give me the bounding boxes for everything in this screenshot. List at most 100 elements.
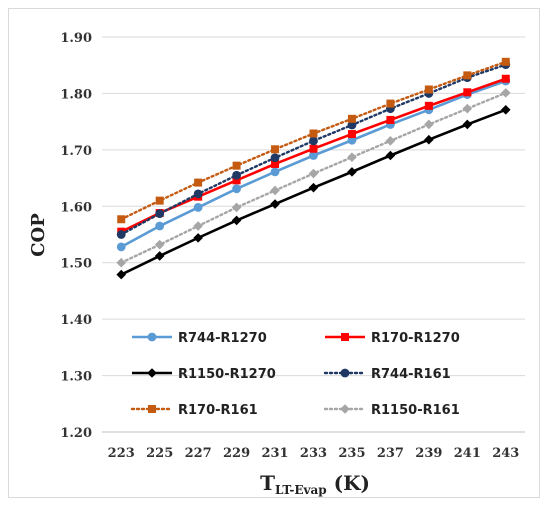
legend-label: R1150-R1270 [178, 367, 276, 382]
x-axis-title: TLT-Evap (K) [260, 471, 370, 497]
series-lines [116, 57, 511, 280]
chart-frame [8, 8, 540, 498]
data-point [308, 182, 319, 193]
series-r170-r161 [117, 57, 510, 224]
x-tick-labels: 223 225 227 229 231 233 235 237 239 241 243 [108, 446, 520, 461]
data-point [462, 103, 473, 114]
data-point [193, 203, 203, 212]
data-point [194, 178, 203, 187]
data-point [308, 168, 319, 179]
y-tick-label: 1.30 [60, 370, 92, 385]
data-point [309, 151, 318, 160]
legend-item: R744-R1270 [132, 331, 267, 346]
data-point [117, 215, 126, 224]
y-tick-label: 1.70 [60, 144, 92, 159]
x-tick-label: 225 [146, 446, 173, 461]
data-point [340, 368, 350, 378]
data-point [270, 199, 280, 209]
legend-item: R170-R1270 [325, 331, 460, 346]
legend: R744-R1270 R170-R1270 R1150-R1270 R744-R161… [130, 331, 460, 418]
series-r1150-r161 [116, 88, 511, 268]
x-axis-title-main: T [260, 471, 275, 495]
data-point [341, 333, 349, 341]
data-point [193, 221, 203, 231]
y-tick-labels: 1.20 1.30 1.40 1.50 1.60 1.70 1.80 1.90 [60, 31, 92, 441]
x-tick-label: 229 [223, 446, 250, 461]
data-point [386, 115, 395, 124]
data-point [147, 368, 157, 378]
legend-label: R744-R1270 [178, 331, 267, 346]
y-tick-label: 1.60 [60, 200, 92, 215]
y-tick-label: 1.50 [60, 257, 92, 272]
data-point [463, 71, 472, 80]
data-point [424, 85, 433, 94]
y-tick-label: 1.40 [60, 313, 92, 328]
data-point [347, 135, 357, 145]
y-tick-label: 1.80 [60, 87, 92, 102]
series-r1150-r1270 [116, 104, 511, 280]
y-tick-label: 1.90 [60, 31, 92, 46]
data-point [147, 332, 157, 342]
data-point [309, 136, 318, 146]
data-point [116, 257, 127, 268]
data-point [154, 251, 165, 261]
data-point [347, 130, 356, 139]
data-point [424, 119, 434, 130]
data-point [424, 134, 434, 145]
data-point [232, 184, 241, 194]
data-point [309, 144, 318, 153]
data-point [193, 189, 203, 199]
data-point [155, 196, 164, 205]
data-point [462, 119, 473, 130]
legend-label: R744-R161 [371, 367, 451, 382]
x-tick-label: 223 [108, 446, 135, 461]
data-point [463, 88, 472, 97]
data-point [154, 239, 165, 250]
data-point [116, 230, 126, 239]
y-tick-label: 1.20 [60, 426, 92, 441]
legend-label: R170-R161 [178, 403, 258, 418]
x-tick-label: 241 [454, 446, 481, 461]
legend-item: R744-R161 [323, 367, 451, 382]
data-point [116, 242, 126, 252]
data-point [232, 161, 241, 170]
x-tick-label: 231 [261, 446, 288, 461]
data-point [501, 57, 510, 66]
legend-item: R170-R161 [130, 403, 258, 418]
data-point [271, 159, 280, 168]
legend-label: R170-R1270 [371, 331, 460, 346]
data-point [231, 202, 242, 213]
x-tick-label: 233 [300, 446, 327, 461]
x-tick-label: 239 [415, 446, 442, 461]
data-point [232, 176, 241, 185]
data-point [270, 167, 280, 177]
data-point [231, 215, 242, 226]
data-point [116, 269, 127, 280]
x-axis-title-unit: (K) [327, 471, 370, 495]
legend-item: R1150-R1270 [132, 367, 276, 382]
data-point [193, 233, 203, 243]
data-point [386, 99, 395, 108]
data-point [155, 209, 165, 219]
data-point [270, 153, 280, 163]
data-point [500, 104, 511, 115]
data-point [385, 150, 396, 161]
data-point [500, 88, 511, 98]
data-point [270, 185, 280, 196]
legend-label: R1150-R161 [371, 403, 460, 418]
data-point [148, 405, 156, 413]
data-point [347, 120, 357, 130]
data-point [347, 152, 357, 162]
x-tick-label: 235 [338, 446, 365, 461]
data-point [271, 145, 280, 154]
x-tick-label: 227 [185, 446, 212, 461]
data-point [501, 74, 510, 83]
x-tick-label: 243 [492, 446, 519, 461]
data-point [347, 114, 356, 123]
y-axis-title: COP [28, 213, 49, 257]
x-tick-label: 237 [377, 446, 404, 461]
x-axis-title-subscript: LT-Evap [275, 483, 327, 497]
data-point [347, 167, 357, 177]
series-line [120, 79, 507, 249]
